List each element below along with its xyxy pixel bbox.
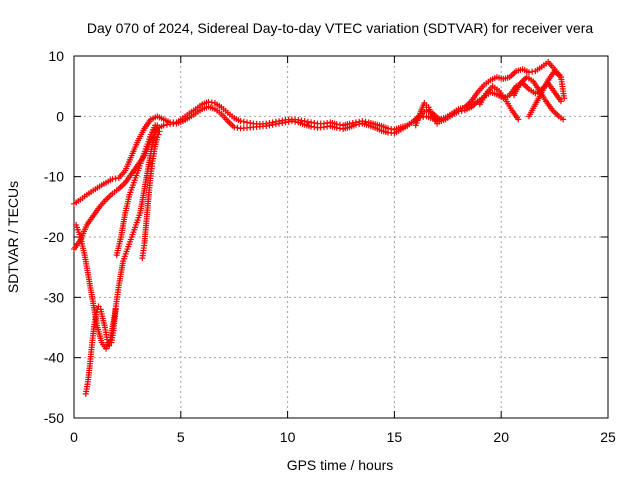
y-tick-label: -50 — [44, 410, 64, 426]
y-tick-label: -20 — [44, 229, 64, 245]
data-point — [333, 124, 340, 131]
data-point — [234, 124, 241, 131]
data-point — [266, 122, 273, 129]
gridlines — [74, 56, 608, 418]
axis-ticks: 0 5 10 15 20 25 -50 -40 -30 -20 -10 0 10 — [44, 48, 616, 445]
data-point — [525, 69, 532, 76]
data-point — [458, 107, 465, 114]
y-tick-label: -30 — [44, 289, 64, 305]
data-point — [112, 306, 119, 313]
data-point — [455, 108, 462, 115]
x-tick-label: 20 — [493, 429, 509, 445]
data-point — [272, 121, 279, 128]
data-point — [244, 119, 251, 126]
data-point — [269, 121, 276, 128]
data-point — [324, 123, 331, 130]
data-point — [292, 118, 299, 125]
data-point — [231, 124, 238, 131]
series-late-arcs-1 — [476, 83, 522, 123]
y-tick-label: 0 — [56, 108, 64, 124]
data-point — [279, 119, 286, 126]
data-point — [156, 128, 163, 135]
data-point — [263, 122, 270, 129]
data-point — [558, 98, 565, 105]
y-tick-label: -10 — [44, 169, 64, 185]
data-point — [109, 176, 116, 183]
data-point — [356, 121, 363, 128]
data-point — [282, 119, 289, 126]
x-tick-label: 0 — [70, 429, 78, 445]
data-point — [420, 113, 427, 120]
data-point — [163, 121, 170, 128]
y-tick-label: 10 — [48, 48, 64, 64]
data-point — [93, 309, 100, 316]
data-point — [515, 116, 522, 123]
data-point — [285, 118, 292, 125]
data-point — [298, 117, 305, 124]
data-point — [112, 175, 119, 182]
data-point — [106, 342, 113, 349]
x-axis-label: GPS time / hours — [287, 457, 394, 473]
x-tick-label: 25 — [600, 429, 616, 445]
data-point — [561, 95, 568, 102]
data-point — [208, 99, 215, 106]
series-deep-dip — [82, 303, 119, 397]
data-point — [529, 68, 536, 75]
data-point — [104, 336, 111, 343]
y-tick-label: -40 — [44, 350, 64, 366]
data-point — [308, 123, 315, 130]
data-point — [560, 116, 567, 123]
data-point — [240, 118, 247, 125]
data-point — [352, 121, 359, 128]
data-point — [349, 119, 356, 126]
data-point — [155, 131, 162, 138]
data-point — [160, 122, 167, 129]
x-tick-label: 15 — [387, 429, 403, 445]
data-points — [71, 59, 568, 397]
chart-title: Day 070 of 2024, Sidereal Day-to-day VTE… — [87, 20, 593, 36]
data-point — [237, 118, 244, 125]
data-point — [288, 118, 295, 125]
data-point — [152, 122, 159, 129]
data-point — [311, 124, 318, 131]
series-hour-2-3-segment — [113, 122, 159, 259]
data-point — [336, 125, 343, 132]
series-hour-3.3-spike — [139, 128, 163, 262]
data-point — [276, 120, 283, 127]
series-late-arcs-4 — [412, 100, 441, 129]
data-point — [304, 118, 311, 125]
data-point — [434, 120, 441, 127]
data-point — [154, 134, 161, 141]
series-late-arcs-3 — [525, 68, 568, 120]
data-point — [320, 124, 327, 131]
data-point — [95, 303, 102, 310]
y-axis-label: SDTVAR / TECUs — [5, 181, 21, 293]
x-tick-label: 5 — [177, 429, 185, 445]
x-tick-label: 10 — [280, 429, 296, 445]
